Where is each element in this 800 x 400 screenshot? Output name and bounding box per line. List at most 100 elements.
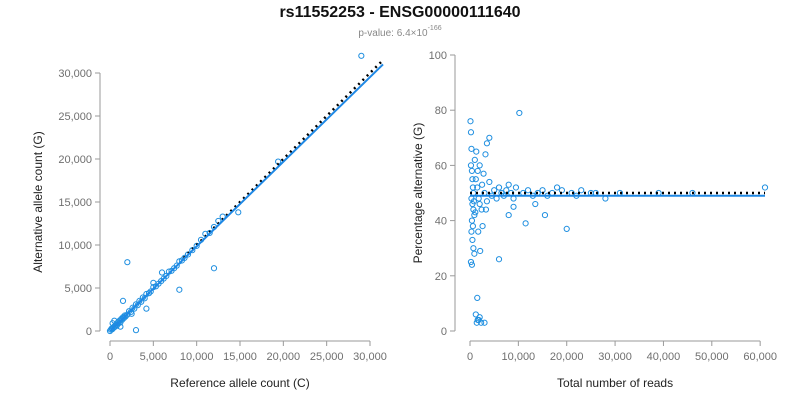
data-point: [524, 187, 532, 194]
x-tick-label: 15,000: [223, 351, 257, 363]
data-point: [578, 187, 585, 194]
data-point: [495, 256, 503, 263]
y-tick-label-group: 0: [441, 326, 447, 338]
x-tick-label: 10,000: [180, 351, 214, 363]
data-point: [512, 184, 520, 191]
data-point: [476, 200, 483, 208]
y-tick-label: 30,000: [58, 68, 92, 80]
x-tick-label: 5,000: [140, 351, 168, 363]
data-point: [480, 170, 487, 177]
x-tick-label-group: 25,000: [310, 351, 344, 363]
data-point: [117, 323, 124, 330]
data-point: [158, 269, 166, 276]
data-point: [469, 236, 476, 244]
data-point: [132, 327, 140, 334]
y-tick-label: 60: [435, 160, 447, 172]
data-point: [473, 148, 480, 155]
x-tick-label: 50,000: [695, 351, 729, 363]
y-axis-label: Percentage alternative (G): [411, 123, 425, 264]
data-point: [478, 181, 486, 188]
y-tick-label-group: 60: [435, 160, 447, 172]
x-tick-label: 20,000: [550, 351, 584, 363]
data-point: [478, 319, 485, 326]
data-point: [120, 315, 127, 322]
x-tick-label: 25,000: [310, 351, 344, 363]
data-point: [516, 109, 523, 117]
data-point: [467, 162, 475, 169]
data-point: [109, 320, 116, 327]
p-value-label: p-value: 6.4×10-166: [0, 25, 800, 39]
y-tick-label: 100: [429, 50, 447, 62]
data-point: [472, 176, 479, 183]
x-tick-label: 20,000: [267, 351, 301, 363]
y-tick-label-group: 0: [86, 326, 92, 338]
data-point: [483, 198, 491, 205]
p-value-text: p-value: 6.4×10: [358, 28, 428, 39]
data-point: [510, 203, 517, 210]
data-point: [475, 228, 482, 235]
y-axis-label: Alternative allele count (G): [31, 131, 45, 272]
data-point: [163, 272, 170, 280]
data-point: [181, 254, 188, 261]
x-tick-label-group: 40,000: [647, 351, 681, 363]
data-point: [483, 140, 491, 147]
x-axis-label: Reference allele count (C): [170, 376, 309, 390]
data-point: [118, 315, 125, 323]
y-tick-label: 15,000: [58, 197, 92, 209]
data-point: [479, 223, 486, 230]
data-point: [467, 129, 475, 136]
data-point: [467, 118, 474, 125]
data-point: [143, 305, 150, 312]
data-point: [495, 184, 503, 191]
data-point: [468, 228, 475, 235]
x-tick-label-group: 50,000: [695, 351, 729, 363]
x-tick-label-group: 20,000: [267, 351, 301, 363]
y-tick-label: 10,000: [58, 240, 92, 252]
data-point: [486, 134, 493, 141]
data-point: [472, 311, 479, 318]
x-tick-label: 10,000: [502, 351, 536, 363]
data-point: [471, 250, 478, 257]
y-tick-label-group: 100: [429, 50, 447, 62]
y-tick-label-group: 20,000: [58, 154, 92, 166]
data-point: [124, 259, 131, 266]
data-point: [472, 209, 479, 216]
data-point: [119, 314, 127, 321]
data-point: [563, 225, 570, 232]
data-point: [121, 312, 128, 319]
data-point: [210, 265, 218, 272]
x-tick-label: 60,000: [743, 351, 777, 363]
y-tick-label-group: 5,000: [64, 283, 92, 295]
y-tick-label: 0: [441, 326, 447, 338]
data-point: [505, 211, 512, 219]
data-point: [474, 184, 481, 191]
data-point: [145, 290, 153, 297]
data-point: [482, 206, 490, 213]
right-plot: 0 10,000 20,000 30,000 40,000 50,000 60,000 0 20…: [411, 50, 777, 390]
y-tick-label: 20,000: [58, 154, 92, 166]
x-tick-label: 30,000: [353, 351, 387, 363]
y-tick-label-group: 80: [435, 105, 447, 117]
data-point: [468, 167, 476, 175]
x-tick-label-group: 5,000: [140, 351, 168, 363]
y-tick-label: 25,000: [58, 111, 92, 123]
x-tick-label: 40,000: [647, 351, 681, 363]
data-point: [470, 245, 477, 252]
data-point: [468, 261, 476, 268]
data-point: [467, 258, 475, 266]
data-point: [468, 217, 476, 224]
data-point: [474, 294, 481, 301]
x-tick-label-group: 0: [107, 351, 113, 363]
data-point: [173, 262, 180, 269]
data-point: [469, 223, 477, 230]
x-tick-label-group: 20,000: [550, 351, 584, 363]
reference-line: [182, 59, 384, 259]
left-plot: 0 5,000 10,000 15,000 20,000 25,000 30,000 0 5,0…: [31, 52, 387, 390]
data-point: [119, 297, 127, 304]
p-value-exponent: -166: [427, 25, 442, 32]
data-point: [471, 211, 478, 219]
x-tick-label-group: 0: [467, 351, 473, 363]
chart-title: rs11552253 - ENSG00000111640: [279, 4, 521, 21]
y-tick-label-group: 40: [435, 216, 447, 228]
